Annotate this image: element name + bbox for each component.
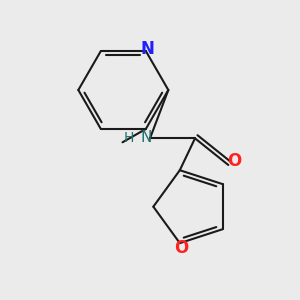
Text: N: N — [141, 130, 152, 145]
Text: H: H — [123, 131, 134, 145]
Text: N: N — [141, 40, 154, 58]
Text: O: O — [174, 239, 189, 257]
Text: O: O — [227, 152, 242, 170]
